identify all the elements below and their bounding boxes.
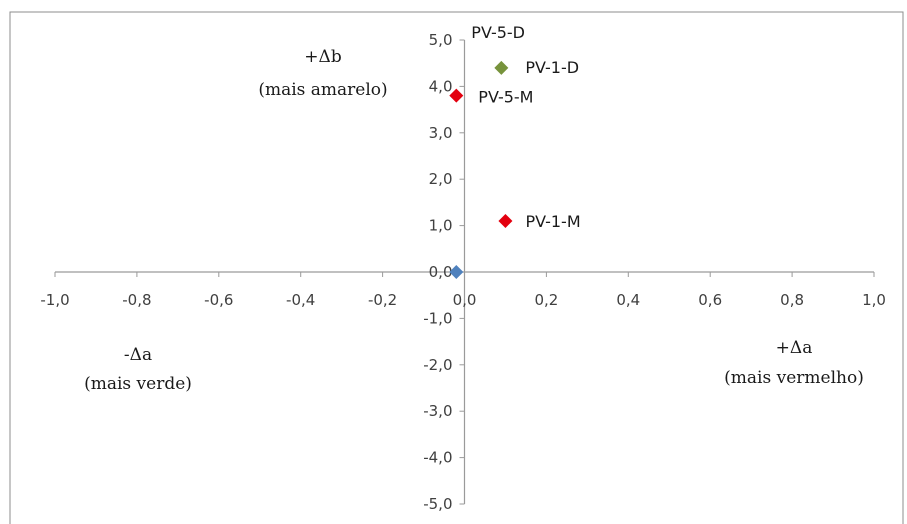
data-point-pv-5-d bbox=[449, 265, 464, 279]
y-tick-label: -3,0 bbox=[423, 402, 452, 420]
data-points bbox=[449, 60, 513, 279]
y-tick-label: 5,0 bbox=[429, 31, 453, 49]
y-tick-label: 1,0 bbox=[429, 217, 453, 235]
x-tick-label: 0,4 bbox=[616, 291, 640, 309]
x-tick-label: 1,0 bbox=[862, 291, 886, 309]
tick-labels: -1,0 -0,8 -0,6 -0,4 -0,2 0,0 0,2 0,4 0,6 0,8 1,0 5,… bbox=[40, 31, 886, 513]
y-tick-label: -2,0 bbox=[423, 356, 452, 374]
data-point-labels: PV-5-DPV-1-D PV-5-M PV-1-M bbox=[471, 23, 580, 231]
x-tick-label: 0,8 bbox=[780, 291, 804, 309]
top-quadrant-label-line2: (mais amarelo) bbox=[258, 80, 387, 100]
top-quadrant-label-line1: +Δb bbox=[304, 47, 342, 67]
y-tick-label: -5,0 bbox=[423, 495, 452, 513]
left-quadrant-label-line1: -Δa bbox=[124, 345, 152, 365]
x-tick-label: 0,2 bbox=[534, 291, 558, 309]
left-quadrant-label-line2: (mais verde) bbox=[84, 374, 192, 394]
data-label-pv-5-d: PV-5-D bbox=[471, 23, 525, 42]
y-tick-label: -4,0 bbox=[423, 449, 452, 467]
y-tick-label: 3,0 bbox=[429, 124, 453, 142]
x-tick-label: -1,0 bbox=[40, 291, 69, 309]
data-label-pv-1-d: PV-1-D bbox=[525, 58, 579, 77]
data-point-pv-1-m bbox=[498, 213, 513, 228]
y-tick-label: 2,0 bbox=[429, 170, 453, 188]
x-tick-label: -0,8 bbox=[122, 291, 151, 309]
quadrant-labels: +Δb (mais amarelo) -Δa (mais verde) +Δa … bbox=[84, 47, 864, 394]
data-point-pv-1-d bbox=[494, 60, 509, 75]
right-quadrant-label-line1: +Δa bbox=[776, 338, 813, 358]
x-tick-label: -0,2 bbox=[368, 291, 397, 309]
y-tick-label: -1,0 bbox=[423, 309, 452, 327]
x-tick-label: 0,6 bbox=[698, 291, 722, 309]
data-label-pv-1-m: PV-1-M bbox=[525, 212, 580, 231]
tick-marks bbox=[54, 39, 875, 505]
x-tick-label: -0,6 bbox=[204, 291, 233, 309]
x-tick-label: 0,0 bbox=[453, 291, 477, 309]
right-quadrant-label-line2: (mais vermelho) bbox=[724, 368, 864, 388]
data-point-pv-5-m bbox=[449, 88, 464, 103]
data-label-pv-5-m: PV-5-M bbox=[478, 88, 533, 107]
y-tick-label: 4,0 bbox=[429, 77, 453, 95]
y-tick-label: 0,0 bbox=[429, 263, 453, 281]
x-tick-label: -0,4 bbox=[286, 291, 315, 309]
